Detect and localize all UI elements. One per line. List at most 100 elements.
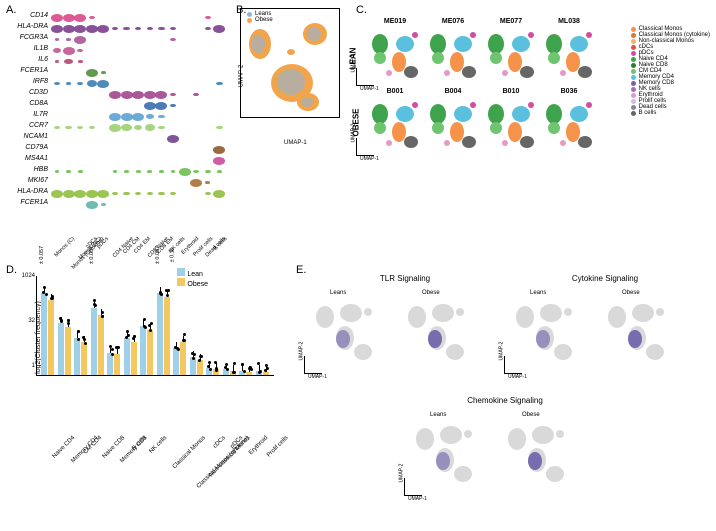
sample-label: ME019	[368, 18, 422, 25]
violin-shape	[135, 192, 141, 196]
violin-shape	[77, 82, 83, 86]
violin-shape	[87, 80, 97, 87]
violin-shape	[144, 102, 156, 110]
panel-c-umap-grid: LEAN OBESE Classical MonosClassical Mono…	[362, 8, 712, 156]
violin-shape	[136, 170, 141, 173]
p-value-label: ± 0.057	[39, 246, 45, 264]
sample-label: ME077	[484, 18, 538, 25]
violin-shape	[63, 14, 75, 22]
violin-shape	[112, 192, 118, 196]
condition-label: Obese	[622, 290, 640, 296]
violin-shape	[144, 91, 156, 99]
violin-shape	[213, 146, 225, 154]
violin-shape	[205, 16, 211, 19]
violin-shape	[78, 60, 83, 63]
violin-shape	[121, 91, 133, 99]
bar-obese	[197, 360, 203, 375]
gene-label: MS4A1	[8, 155, 48, 162]
gene-label: FCGR3A	[8, 34, 48, 41]
violin-shape	[213, 190, 225, 198]
x-category-label: B cells	[213, 236, 229, 252]
bar-obese	[180, 342, 186, 375]
mini-umap	[542, 100, 596, 154]
mini-umap	[426, 30, 480, 84]
violin-shape	[66, 170, 71, 173]
umap-signaling	[602, 300, 680, 370]
panel-d-barchart: log2(Cluster frequency) Lean Obese Naive…	[8, 270, 278, 430]
gene-label: MKI67	[8, 177, 48, 184]
umap-signaling	[502, 422, 580, 492]
bar-lean	[74, 338, 80, 376]
violin-shape	[167, 135, 179, 143]
violin-shape	[171, 170, 176, 173]
violin-shape	[86, 25, 98, 33]
p-value-label: ± 0.11	[169, 248, 175, 263]
axis-x-label: UMAP-1	[508, 374, 527, 380]
violin-shape	[78, 170, 83, 173]
violin-shape	[89, 16, 95, 19]
bar-lean	[140, 326, 146, 376]
violin-shape	[113, 170, 118, 173]
gene-label: NCAM1	[8, 133, 48, 140]
axis-y-label: UMAP-2	[298, 342, 304, 361]
gene-label: FCER1A	[8, 67, 48, 74]
violin-shape	[64, 59, 73, 65]
violin-shape	[101, 203, 107, 206]
violin-shape	[54, 82, 60, 85]
axis-x-label: UMAP-1	[308, 374, 327, 380]
gene-label: IL6	[8, 56, 48, 63]
umap-corner-axes	[504, 354, 524, 374]
axis-y-label: UMAP-2	[238, 65, 244, 88]
violin-shape	[170, 27, 176, 30]
signaling-title: Chemokine Signaling	[410, 396, 600, 405]
violin-shape	[86, 201, 98, 209]
mini-umap	[368, 30, 422, 84]
axis-x-label: UMAP-1	[360, 86, 379, 92]
violin-shape	[213, 25, 225, 33]
violin-shape	[145, 124, 155, 131]
bar-obese	[114, 354, 120, 375]
violin-shape	[97, 80, 109, 88]
bar-obese	[98, 315, 104, 375]
violin-shape	[155, 91, 167, 99]
mini-umap	[484, 100, 538, 154]
violin-shape	[124, 170, 129, 173]
violin-shape	[121, 124, 131, 131]
panel-b-umap: LeansObese UMAP-2 UMAP-1	[240, 8, 350, 138]
violin-shape	[179, 168, 191, 176]
y-tick: 1	[19, 363, 35, 369]
violin-shape	[53, 48, 61, 53]
bar-obese	[147, 330, 153, 375]
violin-shape	[74, 36, 86, 44]
violin-shape	[213, 157, 225, 165]
violin-shape	[97, 25, 109, 33]
violin-shape	[109, 91, 121, 99]
umap-scatter: LeansObese	[240, 8, 340, 118]
mini-umap	[542, 30, 596, 84]
sample-label: ME076	[426, 18, 480, 25]
x-category-label: NK cells	[148, 435, 168, 455]
axis-y-label: UMAP-2	[498, 342, 504, 361]
mini-umap	[368, 100, 422, 154]
violin-shape	[216, 126, 222, 130]
violin-shape	[158, 192, 164, 196]
violin-shape	[158, 27, 164, 31]
violin-shape	[170, 104, 176, 108]
violin-shape	[190, 179, 202, 187]
condition-label: Leans	[430, 412, 446, 418]
condition-label: Obese	[522, 412, 540, 418]
bar-lean	[58, 323, 64, 376]
axis-y-label: UMAP-2	[350, 124, 356, 143]
axis-y-label: UMAP-2	[350, 54, 356, 73]
gene-label: CD8A	[8, 100, 48, 107]
x-category-label: Monos (C)	[54, 236, 76, 258]
violin-shape	[193, 170, 199, 173]
sample-label: B004	[426, 88, 480, 95]
violin-shape	[123, 27, 129, 31]
gene-label: IRF8	[8, 78, 48, 85]
gene-label: CD79A	[8, 144, 48, 151]
violin-shape	[109, 113, 121, 121]
sample-label: ML038	[542, 18, 596, 25]
bar-obese	[65, 327, 71, 375]
violin-shape	[147, 27, 153, 31]
